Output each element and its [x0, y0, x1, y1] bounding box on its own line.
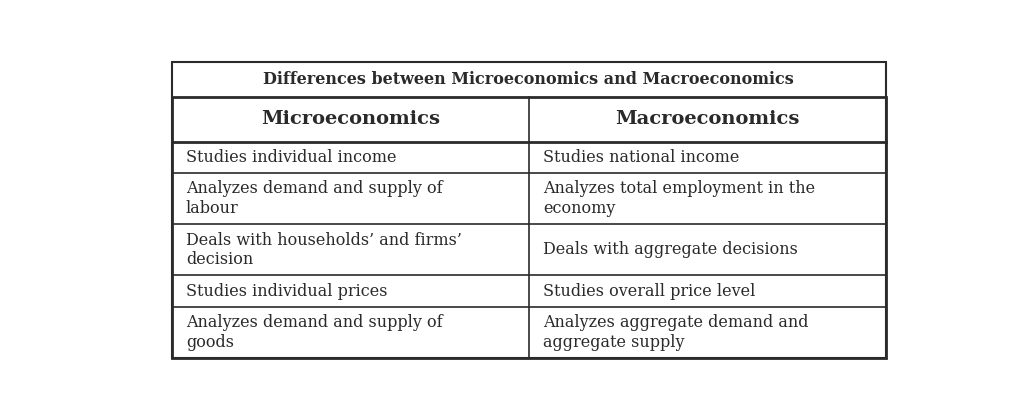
- Text: Analyzes total employment in the
economy: Analyzes total employment in the economy: [543, 180, 815, 217]
- Text: Analyzes demand and supply of
goods: Analyzes demand and supply of goods: [186, 314, 442, 351]
- Text: Studies individual income: Studies individual income: [186, 149, 396, 166]
- Text: Deals with aggregate decisions: Deals with aggregate decisions: [543, 241, 798, 258]
- Bar: [172, 97, 886, 358]
- Text: Deals with households’ and firms’
decision: Deals with households’ and firms’ decisi…: [186, 232, 462, 268]
- Text: Differences between Microeconomics and Macroeconomics: Differences between Microeconomics and M…: [263, 71, 795, 88]
- Text: Microeconomics: Microeconomics: [261, 110, 439, 128]
- Text: Studies overall price level: Studies overall price level: [543, 282, 756, 299]
- Bar: [172, 62, 886, 358]
- Text: Analyzes demand and supply of
labour: Analyzes demand and supply of labour: [186, 180, 442, 217]
- Text: Studies national income: Studies national income: [543, 149, 739, 166]
- Text: Studies individual prices: Studies individual prices: [186, 282, 387, 299]
- Text: Analyzes aggregate demand and
aggregate supply: Analyzes aggregate demand and aggregate …: [543, 314, 809, 351]
- Text: Macroeconomics: Macroeconomics: [615, 110, 800, 128]
